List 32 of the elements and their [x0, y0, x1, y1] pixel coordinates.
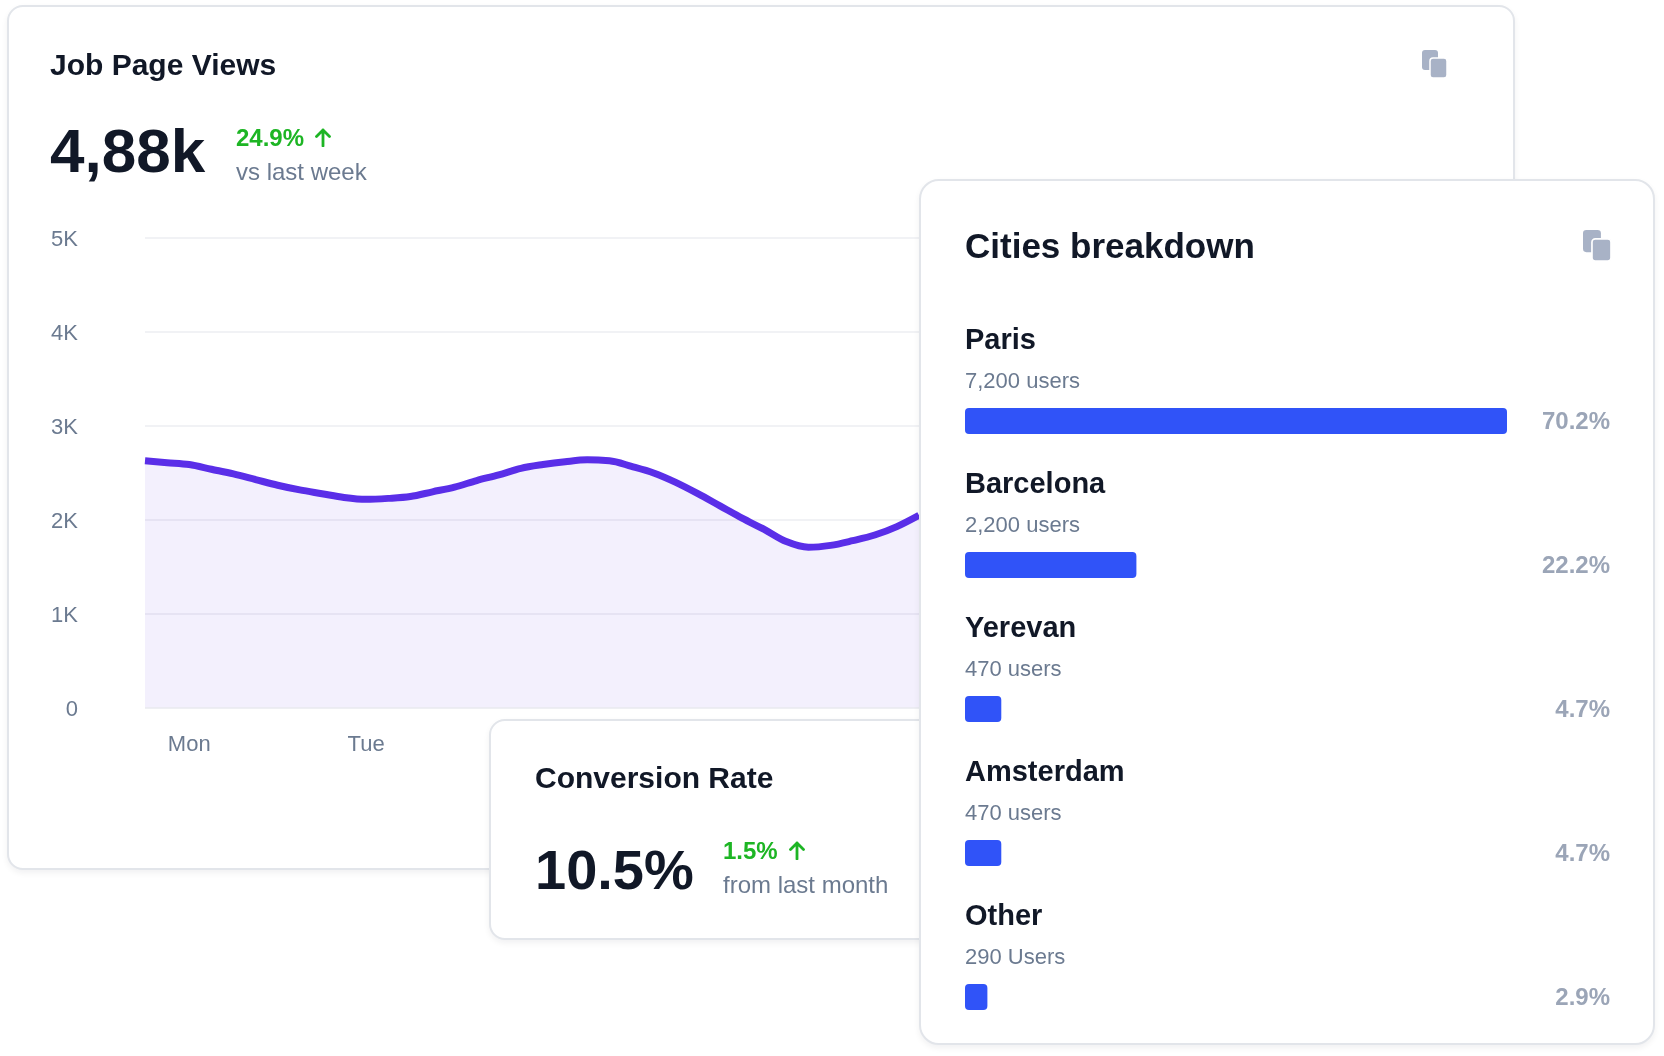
data-label: 22.2% — [1541, 551, 1610, 579]
data-label: 2.9% — [1555, 983, 1610, 1011]
y-tick-label: 5K — [51, 225, 79, 251]
y-tick-label: 4K — [51, 319, 79, 345]
annotation: 2,200 users — [965, 512, 1080, 538]
x-tick-label: Mon — [167, 730, 211, 756]
annotation: 470 users — [965, 656, 1062, 682]
chart-title: Job Page Views — [50, 47, 277, 81]
y-tick-label: 3K — [51, 413, 79, 439]
y-tick-label: 2K — [51, 507, 79, 533]
text: from last month — [723, 870, 889, 898]
y-tick-label: Barcelona — [965, 467, 1106, 500]
y-tick-label: 1K — [51, 601, 79, 627]
annotation: 7,200 users — [965, 368, 1080, 394]
chart-title: Cities breakdown — [965, 226, 1255, 266]
text: 24.9% — [236, 123, 305, 151]
annotation: 470 users — [965, 800, 1062, 826]
data-label: 70.2% — [1541, 407, 1610, 435]
text: vs last week — [236, 157, 367, 185]
y-tick-label: Other — [965, 899, 1043, 932]
x-tick-label: Tue — [347, 730, 385, 756]
y-tick-label: 0 — [65, 695, 78, 721]
data-label: 4.7% — [1555, 839, 1610, 867]
text: 4,88k — [50, 116, 206, 186]
text: 10.5% — [535, 838, 694, 902]
text: Conversion Rate — [535, 760, 774, 794]
data-label: 4.7% — [1555, 695, 1610, 723]
text: 1.5% — [723, 836, 778, 864]
y-tick-label: Yerevan — [965, 611, 1077, 644]
annotation: 290 Users — [965, 944, 1066, 970]
y-tick-label: Paris — [965, 323, 1036, 356]
y-tick-label: Amsterdam — [965, 755, 1125, 788]
